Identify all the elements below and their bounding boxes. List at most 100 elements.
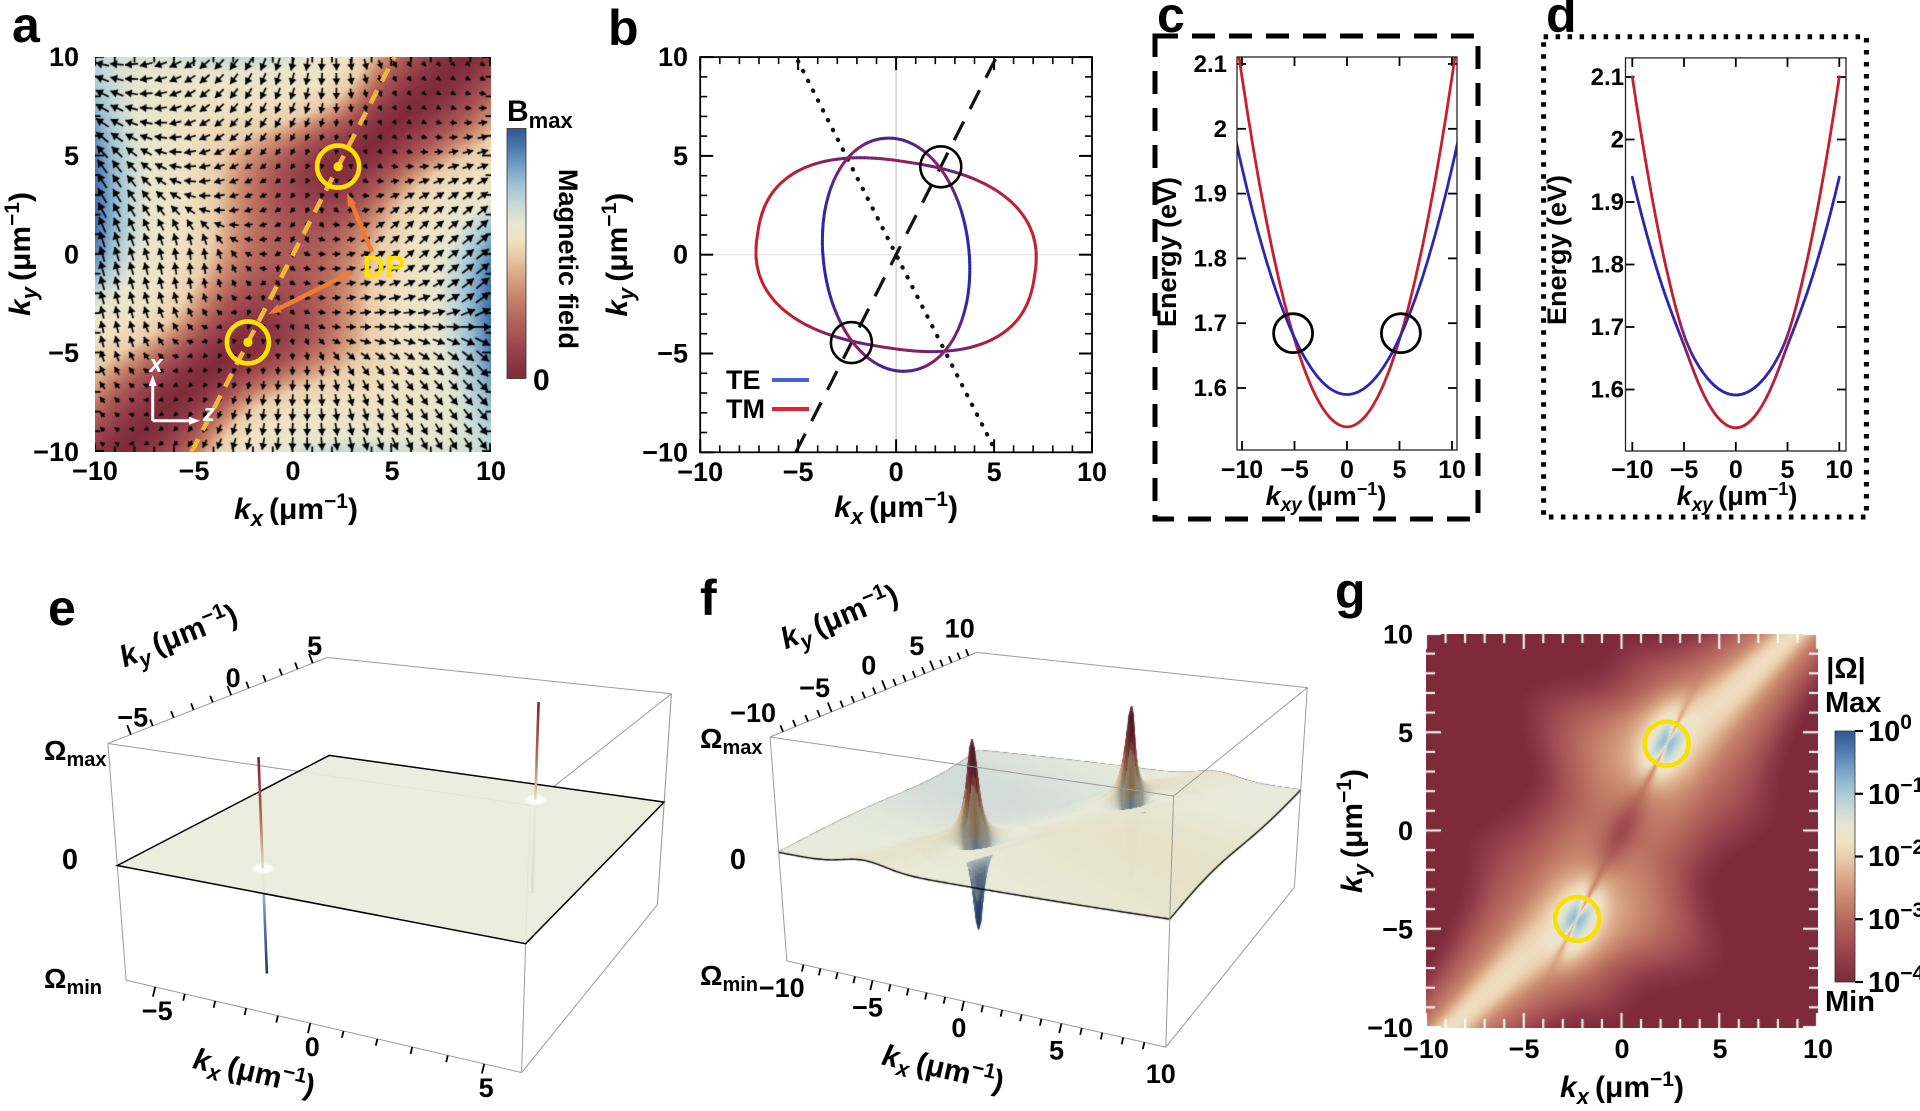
svg-text:−5: −5 [48, 338, 79, 368]
svg-text:10: 10 [476, 456, 506, 486]
svg-text:ky (μm−1): ky (μm−1) [775, 576, 905, 661]
svg-text:−5: −5 [799, 673, 830, 703]
svg-text:1.9: 1.9 [1591, 189, 1624, 216]
svg-text:5: 5 [307, 631, 322, 661]
svg-text:Min: Min [1825, 986, 1875, 1018]
svg-text:2: 2 [1214, 116, 1227, 143]
svg-text:0: 0 [226, 663, 241, 693]
svg-text:10−2: 10−2 [1868, 836, 1920, 873]
svg-text:0: 0 [889, 457, 904, 487]
svg-text:−10: −10 [759, 973, 805, 1003]
svg-text:10: 10 [1077, 457, 1107, 487]
svg-text:10−4: 10−4 [1868, 962, 1920, 999]
svg-text:5: 5 [673, 141, 688, 171]
svg-text:−10: −10 [642, 437, 688, 467]
svg-text:10−1: 10−1 [1868, 774, 1920, 811]
svg-text:kx (μm−1): kx (μm−1) [189, 1040, 319, 1108]
svg-text:0: 0 [1614, 1034, 1629, 1064]
svg-text:10: 10 [658, 42, 688, 72]
svg-text:−5: −5 [783, 457, 814, 487]
svg-text:−5: −5 [142, 996, 173, 1026]
svg-text:Magnetic field: Magnetic field [553, 169, 583, 349]
svg-text:kx (μm−1): kx (μm−1) [1560, 1068, 1684, 1109]
svg-text:x: x [147, 351, 164, 378]
svg-text:kx (μm−1): kx (μm−1) [878, 1036, 1008, 1103]
svg-text:0: 0 [533, 364, 550, 397]
svg-text:5: 5 [384, 456, 399, 486]
svg-text:10: 10 [945, 613, 975, 643]
svg-text:100: 100 [1868, 711, 1912, 748]
svg-text:e: e [48, 580, 76, 636]
svg-text:0: 0 [1398, 816, 1413, 846]
svg-text:0: 0 [285, 456, 300, 486]
svg-text:1.6: 1.6 [1194, 375, 1227, 402]
svg-text:Energy (eV): Energy (eV) [1152, 177, 1182, 327]
svg-text:10: 10 [1438, 456, 1466, 484]
svg-text:5: 5 [987, 457, 1002, 487]
svg-text:−5: −5 [852, 992, 883, 1022]
svg-text:10: 10 [1383, 620, 1413, 650]
svg-text:10: 10 [1146, 1059, 1176, 1089]
svg-text:DP: DP [362, 249, 405, 284]
svg-text:−10: −10 [1611, 456, 1653, 484]
svg-text:−5: −5 [1509, 1034, 1540, 1064]
svg-text:f: f [700, 570, 717, 626]
svg-text:TE: TE [726, 365, 761, 395]
svg-text:Ωmin: Ωmin [700, 960, 758, 996]
svg-text:0: 0 [64, 240, 79, 270]
svg-text:−5: −5 [1382, 915, 1413, 945]
svg-text:0: 0 [62, 844, 78, 876]
svg-text:10: 10 [49, 42, 79, 72]
svg-text:2: 2 [1611, 127, 1624, 154]
svg-text:kxy (μm−1): kxy (μm−1) [1677, 479, 1798, 516]
svg-text:Ωmin: Ωmin [44, 963, 102, 999]
svg-text:z: z [202, 400, 215, 427]
svg-text:5: 5 [1398, 718, 1413, 748]
svg-text:1.7: 1.7 [1591, 314, 1624, 341]
svg-text:5: 5 [1781, 456, 1795, 484]
svg-text:|Ω|: |Ω| [1826, 653, 1865, 685]
svg-text:0: 0 [730, 844, 746, 876]
svg-text:2.1: 2.1 [1194, 51, 1227, 78]
svg-text:0: 0 [951, 1013, 966, 1043]
svg-text:kx (μm−1): kx (μm−1) [834, 488, 958, 529]
svg-text:TM: TM [726, 394, 765, 424]
svg-text:1.7: 1.7 [1194, 310, 1227, 337]
svg-text:−10: −10 [1221, 456, 1263, 484]
svg-text:kx (μm−1): kx (μm−1) [234, 490, 358, 531]
svg-text:0: 0 [861, 651, 876, 681]
svg-text:0: 0 [673, 240, 688, 270]
svg-text:0: 0 [305, 1032, 320, 1062]
svg-text:−10: −10 [1403, 1034, 1449, 1064]
svg-text:Max: Max [1825, 687, 1881, 719]
svg-text:kxy (μm−1): kxy (μm−1) [1266, 479, 1387, 516]
svg-text:−5: −5 [179, 456, 210, 486]
svg-text:Bmax: Bmax [507, 95, 573, 133]
svg-text:ky (μm−1): ky (μm−1) [1, 192, 42, 316]
svg-text:1.9: 1.9 [1194, 181, 1227, 208]
svg-text:ky (μm−1): ky (μm−1) [1333, 769, 1374, 893]
svg-text:5: 5 [64, 141, 79, 171]
svg-text:5: 5 [1712, 1034, 1727, 1064]
svg-text:d: d [1546, 0, 1577, 43]
svg-text:a: a [12, 0, 41, 53]
svg-text:10: 10 [1825, 456, 1853, 484]
svg-text:Energy (eV): Energy (eV) [1542, 175, 1572, 325]
svg-text:−10: −10 [1367, 1013, 1413, 1043]
svg-text:c: c [1157, 0, 1185, 43]
svg-text:1.6: 1.6 [1591, 377, 1624, 404]
svg-text:−5: −5 [1280, 456, 1309, 484]
svg-text:1.8: 1.8 [1591, 252, 1624, 279]
svg-text:g: g [1335, 563, 1366, 619]
svg-text:ky (μm−1): ky (μm−1) [598, 193, 639, 317]
svg-text:5: 5 [479, 1073, 494, 1103]
svg-text:−5: −5 [657, 339, 688, 369]
svg-text:−5: −5 [1670, 456, 1699, 484]
svg-text:10: 10 [1803, 1034, 1833, 1064]
svg-text:1.8: 1.8 [1194, 245, 1227, 272]
svg-text:−10: −10 [33, 437, 79, 467]
svg-text:−10: −10 [730, 698, 776, 728]
svg-text:Ωmax: Ωmax [44, 735, 106, 771]
svg-text:5: 5 [1049, 1035, 1064, 1065]
svg-text:0: 0 [1729, 456, 1743, 484]
